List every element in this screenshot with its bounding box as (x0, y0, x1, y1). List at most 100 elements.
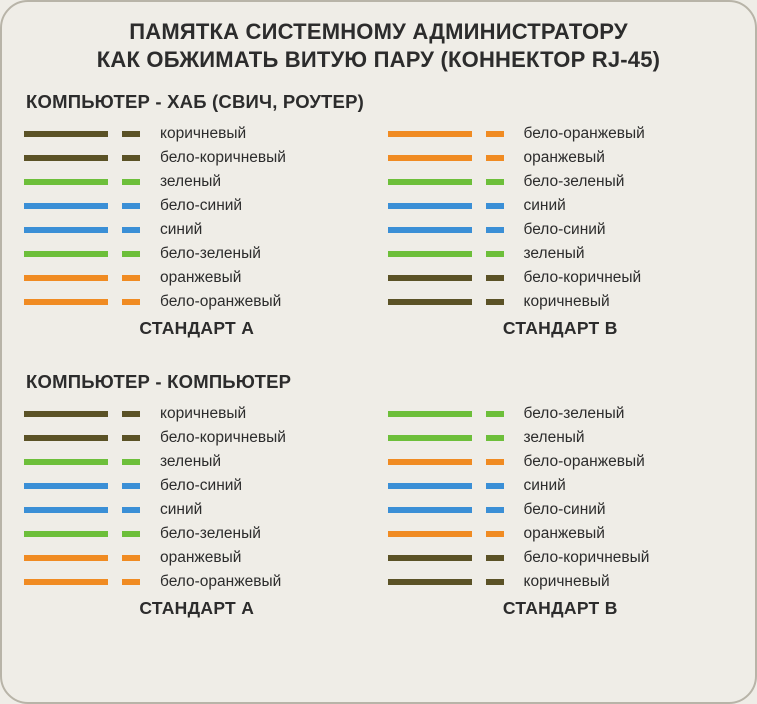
wire-bar-short (122, 435, 140, 441)
wire-bar-short (486, 299, 504, 305)
sections-container: КОМПЬЮТЕР - ХАБ (СВИЧ, РОУТЕР)коричневый… (24, 91, 733, 619)
wire-bar-long (24, 579, 108, 585)
wire-list: бело-оранжевыйоранжевыйбело-зеленыйсиний… (388, 123, 734, 312)
wire-row: бело-зеленый (388, 403, 734, 424)
wire-label: бело-зеленый (160, 525, 261, 543)
standard-caption: СТАНДАРТ А (24, 598, 370, 619)
wire-bar-long (388, 155, 472, 161)
wire-row: бело-оранжевый (24, 571, 370, 592)
wire-bar-short (122, 227, 140, 233)
wire-bar-long (24, 435, 108, 441)
wire-bar-long (24, 483, 108, 489)
wire-row: оранжевый (24, 547, 370, 568)
wire-bar-short (122, 299, 140, 305)
wire-bar-short (486, 579, 504, 585)
standard-caption: СТАНДАРТ А (24, 318, 370, 339)
wire-bar-short (122, 459, 140, 465)
wire-bar-short (486, 555, 504, 561)
wire-row: бело-коричневый (24, 427, 370, 448)
section-gap (24, 339, 733, 363)
wire-bar-long (24, 203, 108, 209)
wire-row: синий (388, 195, 734, 216)
wire-bar-long (388, 179, 472, 185)
wire-bar-short (486, 411, 504, 417)
wire-label: оранжевый (160, 549, 241, 567)
standard-block: бело-оранжевыйоранжевыйбело-зеленыйсиний… (388, 123, 734, 339)
wire-label: коричневый (160, 405, 246, 423)
wire-bar-short (486, 251, 504, 257)
wire-row: синий (24, 499, 370, 520)
wire-bar-long (388, 531, 472, 537)
wire-bar-long (24, 459, 108, 465)
wire-row: зеленый (24, 451, 370, 472)
wire-label: бело-зеленый (160, 245, 261, 263)
wire-row: бело-зеленый (388, 171, 734, 192)
title-line-2: КАК ОБЖИМАТЬ ВИТУЮ ПАРУ (КОННЕКТОР RJ-45… (24, 46, 733, 74)
wire-label: синий (524, 197, 566, 215)
wire-label: бело-оранжевый (524, 453, 645, 471)
wire-bar-long (388, 299, 472, 305)
wire-bar-long (388, 579, 472, 585)
wire-row: оранжевый (388, 523, 734, 544)
wire-bar-long (24, 155, 108, 161)
wire-bar-long (388, 251, 472, 257)
wire-row: коричневый (388, 291, 734, 312)
wire-bar-long (24, 179, 108, 185)
wire-label: бело-зеленый (524, 173, 625, 191)
wire-label: оранжевый (524, 525, 605, 543)
wire-label: зеленый (160, 453, 221, 471)
wire-label: бело-коричневый (160, 429, 286, 447)
standard-block: коричневыйбело-коричневыйзеленыйбело-син… (24, 123, 370, 339)
wire-row: бело-оранжевый (388, 451, 734, 472)
wire-bar-short (122, 155, 140, 161)
wire-label: бело-синий (524, 221, 606, 239)
wire-bar-short (122, 483, 140, 489)
wire-bar-short (122, 275, 140, 281)
wire-bar-short (486, 203, 504, 209)
wire-bar-short (486, 227, 504, 233)
wire-bar-long (24, 275, 108, 281)
wire-row: зеленый (388, 243, 734, 264)
wire-bar-long (24, 531, 108, 537)
wire-row: коричневый (388, 571, 734, 592)
wire-bar-long (388, 555, 472, 561)
wire-row: бело-коричнеый (388, 267, 734, 288)
wire-label: зеленый (524, 429, 585, 447)
wire-bar-long (388, 131, 472, 137)
wire-label: оранжевый (160, 269, 241, 287)
wire-row: бело-синий (388, 219, 734, 240)
wire-row: коричневый (24, 403, 370, 424)
wire-list: коричневыйбело-коричневыйзеленыйбело-син… (24, 403, 370, 592)
wire-label: зеленый (160, 173, 221, 191)
wire-row: оранжевый (388, 147, 734, 168)
wire-row: бело-коричневый (24, 147, 370, 168)
wire-row: синий (388, 475, 734, 496)
wire-bar-short (122, 579, 140, 585)
wire-bar-long (388, 435, 472, 441)
wire-bar-long (388, 459, 472, 465)
main-title: ПАМЯТКА СИСТЕМНОМУ АДМИНИСТРАТОРУ КАК ОБ… (24, 18, 733, 73)
wire-bar-short (486, 155, 504, 161)
wire-bar-long (388, 227, 472, 233)
section-heading: КОМПЬЮТЕР - КОМПЬЮТЕР (26, 371, 733, 393)
wire-bar-long (388, 483, 472, 489)
wire-bar-short (122, 555, 140, 561)
wire-bar-long (24, 131, 108, 137)
rj45-cheatsheet-card: ПАМЯТКА СИСТЕМНОМУ АДМИНИСТРАТОРУ КАК ОБ… (0, 0, 757, 704)
wire-bar-short (122, 203, 140, 209)
wire-bar-short (122, 131, 140, 137)
standard-block: коричневыйбело-коричневыйзеленыйбело-син… (24, 403, 370, 619)
wire-bar-long (24, 507, 108, 513)
wire-bar-long (388, 203, 472, 209)
wire-label: оранжевый (524, 149, 605, 167)
wire-list: коричневыйбело-коричневыйзеленыйбело-син… (24, 123, 370, 312)
wire-bar-short (486, 531, 504, 537)
wire-label: бело-оранжевый (160, 293, 281, 311)
wire-bar-short (486, 435, 504, 441)
standard-caption: СТАНДАРТ В (388, 598, 734, 619)
wire-row: бело-зеленый (24, 523, 370, 544)
wire-label: коричневый (160, 125, 246, 143)
wire-bar-short (122, 531, 140, 537)
wire-bar-short (486, 179, 504, 185)
wire-bar-long (24, 227, 108, 233)
